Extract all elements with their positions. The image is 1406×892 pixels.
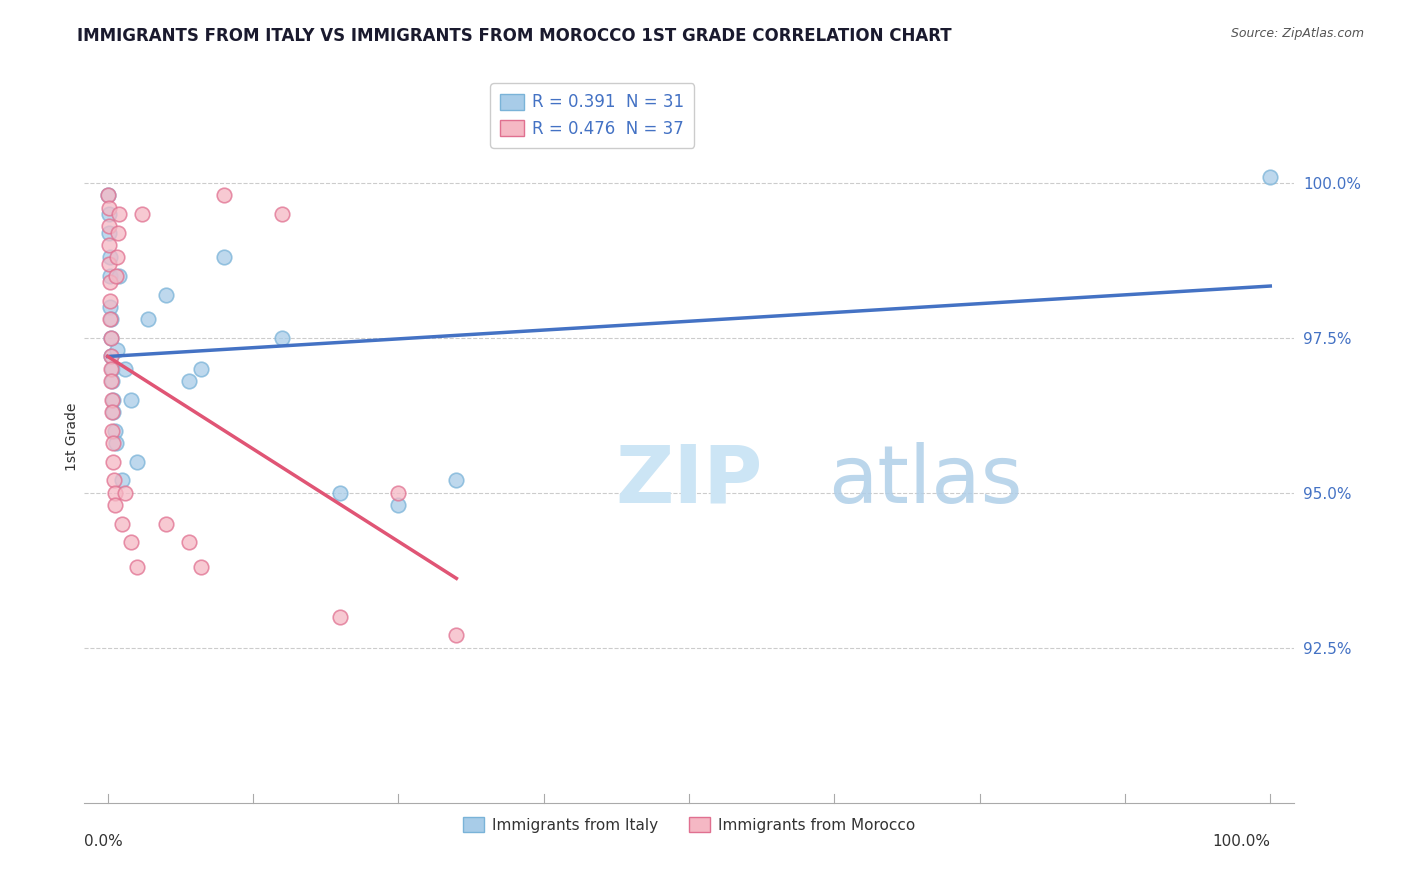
Point [100,392,122,407]
Point [100,374,122,388]
Point [131,207,153,221]
Point [103,405,125,419]
Point [108,268,131,283]
Point [98,312,121,326]
Point [98,268,121,283]
Y-axis label: 1st Grade: 1st Grade [65,403,79,471]
Point [97,207,120,221]
Point [125,455,148,469]
Point [98,250,121,264]
Point [100,331,122,345]
Point [104,498,127,512]
Point [104,486,127,500]
Point [155,287,177,301]
Point [114,486,136,500]
Point [101,436,124,450]
Point [97,188,120,202]
Point [98,300,121,314]
Point [98,275,121,289]
Point [100,350,122,364]
Point [136,312,159,326]
Point [212,188,235,202]
Point [101,392,124,407]
Text: atlas: atlas [828,442,1022,520]
Point [271,331,294,345]
Point [101,374,124,388]
Point [100,362,122,376]
Point [271,207,294,221]
Point [190,362,212,376]
Point [387,498,409,512]
Legend: Immigrants from Italy, Immigrants from Morocco: Immigrants from Italy, Immigrants from M… [457,812,921,839]
Point [97,201,120,215]
Point [110,474,132,488]
Point [125,560,148,574]
Point [107,226,129,240]
Point [108,207,131,221]
Point [100,362,122,376]
Point [97,219,120,234]
Point [100,312,122,326]
Point [110,516,132,531]
Text: ZIP: ZIP [616,442,762,520]
Point [155,516,177,531]
Text: Source: ZipAtlas.com: Source: ZipAtlas.com [1230,27,1364,40]
Point [105,343,128,358]
Point [104,268,127,283]
Point [104,424,127,438]
Point [120,392,142,407]
Point [387,486,409,500]
Point [177,535,200,549]
Point [190,560,212,574]
Point [446,474,468,488]
Point [446,628,468,642]
Point [100,350,122,364]
Point [98,226,121,240]
Point [97,188,120,202]
Point [329,610,352,624]
Point [98,256,121,270]
Point [212,250,235,264]
Point [105,250,128,264]
Point [103,455,125,469]
Point [177,374,200,388]
Text: IMMIGRANTS FROM ITALY VS IMMIGRANTS FROM MOROCCO 1ST GRADE CORRELATION CHART: IMMIGRANTS FROM ITALY VS IMMIGRANTS FROM… [77,27,952,45]
Text: 0.0%: 0.0% [84,834,124,849]
Point [1258,169,1281,184]
Point [104,436,127,450]
Text: 100.0%: 100.0% [1212,834,1270,849]
Point [120,535,142,549]
Point [101,405,124,419]
Point [103,474,125,488]
Point [98,293,121,308]
Point [329,486,352,500]
Point [114,362,136,376]
Point [101,424,124,438]
Point [98,238,121,252]
Point [100,331,122,345]
